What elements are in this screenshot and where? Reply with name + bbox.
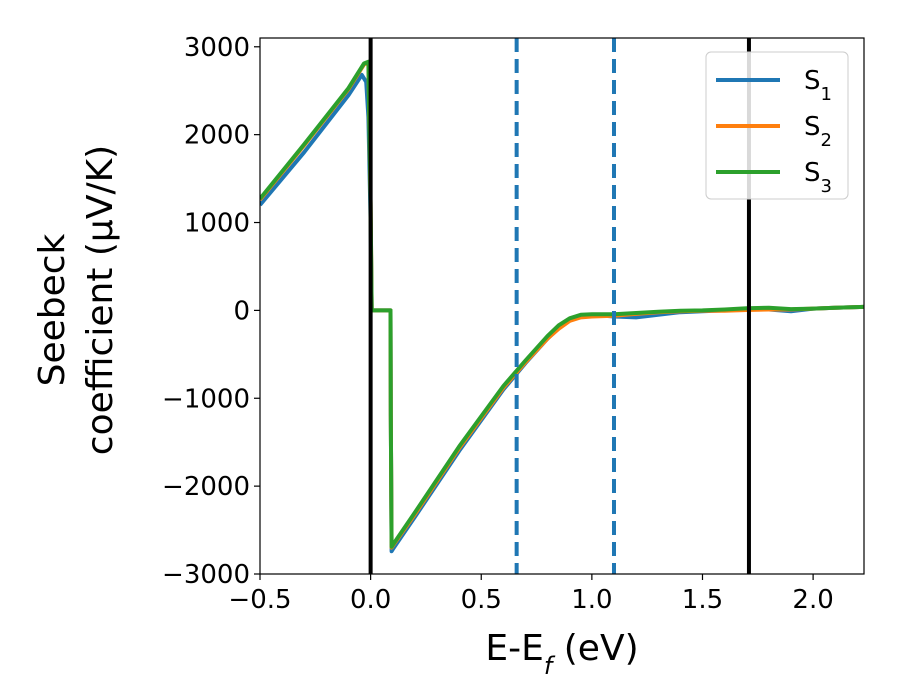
y-tick-label: 3000	[184, 33, 250, 63]
x-tick-label: 2.0	[792, 585, 833, 615]
y-tick-label: −2000	[162, 472, 250, 502]
y-tick-label: 2000	[184, 121, 250, 151]
y-tick-label: −3000	[162, 560, 250, 590]
x-tick-label: −0.5	[228, 585, 291, 615]
x-axis-title: E-Ef (eV)	[485, 628, 638, 680]
y-tick-label: −1000	[162, 384, 250, 414]
x-tick-label: 0.5	[461, 585, 502, 615]
y-tick-label: 1000	[184, 209, 250, 239]
y-axis-title-line1: Seebeck	[32, 233, 73, 386]
y-axis-title-line2: coefficient (μV/K)	[80, 145, 121, 455]
x-tick-label: 1.0	[571, 585, 612, 615]
plot-frame	[259, 37, 865, 575]
x-axis-ticks: −0.5 0.0 0.5 1.0 1.5 2.0	[228, 574, 834, 615]
x-tick-label: 1.5	[682, 585, 723, 615]
y-tick-label: 0	[233, 296, 250, 326]
y-axis-ticks: −3000 −2000 −1000 0 1000 2000 3000	[162, 33, 260, 590]
x-tick-label: 0.0	[350, 585, 391, 615]
